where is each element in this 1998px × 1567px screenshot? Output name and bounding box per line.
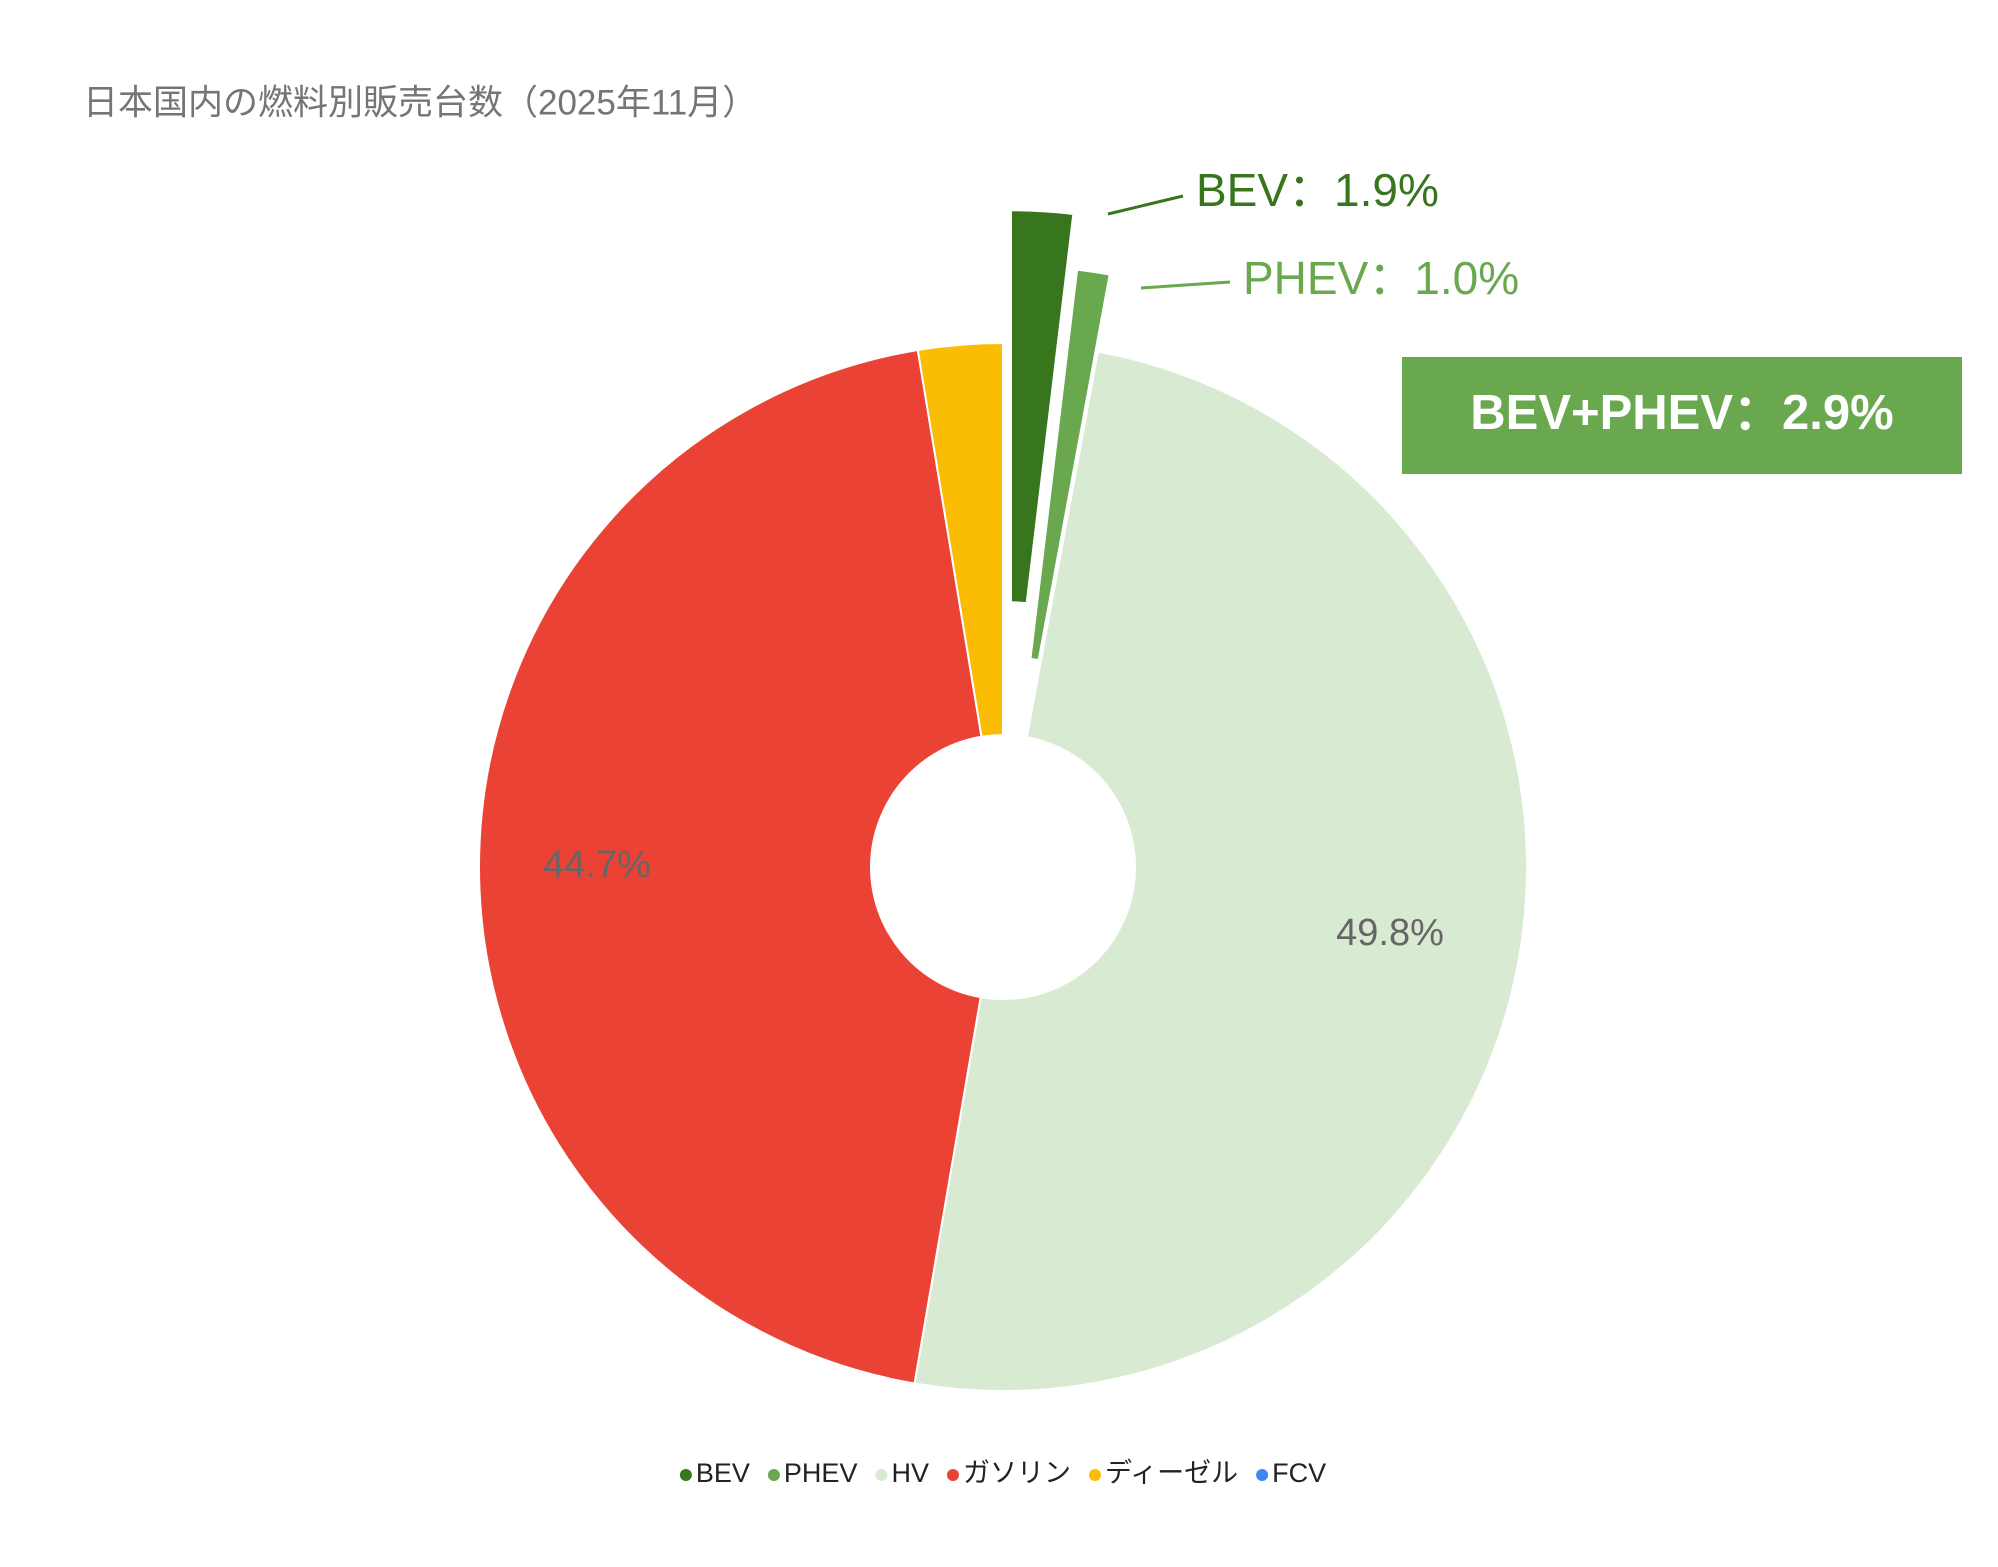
legend-marker bbox=[1256, 1469, 1269, 1481]
leader-line bbox=[1140, 280, 1231, 290]
annotation-box bbox=[1402, 357, 1962, 474]
pie-slice bbox=[477, 348, 983, 1385]
legend-marker bbox=[679, 1469, 692, 1481]
pie-slice bbox=[1009, 209, 1075, 605]
pie-slice bbox=[1029, 268, 1111, 662]
legend-label: HV bbox=[891, 1458, 929, 1488]
data-label: 44.7% bbox=[543, 844, 651, 886]
pie-slice bbox=[913, 350, 1529, 1392]
data-label: 49.8% bbox=[1336, 912, 1444, 954]
chart-title: 日本国内の燃料別販売台数（2025年11月） bbox=[83, 83, 757, 122]
legend-marker bbox=[767, 1469, 780, 1481]
legend-label: ディーゼル bbox=[1105, 1458, 1238, 1488]
annotation: BEV+PHEV：2.9% bbox=[1470, 386, 1894, 440]
data-label: BEV：1.9% bbox=[1196, 164, 1439, 216]
legend-label: PHEV bbox=[784, 1458, 858, 1488]
data-label: PHEV：1.0% bbox=[1243, 252, 1519, 304]
leader-line bbox=[1107, 194, 1184, 216]
legend-label: BEV bbox=[696, 1458, 750, 1488]
legend-label: ガソリン bbox=[963, 1458, 1071, 1488]
legend-marker bbox=[946, 1469, 959, 1481]
pie-slice bbox=[916, 341, 1004, 738]
legend-label: FCV bbox=[1272, 1458, 1326, 1488]
legend-marker bbox=[1088, 1469, 1101, 1481]
legend-marker bbox=[875, 1469, 888, 1481]
